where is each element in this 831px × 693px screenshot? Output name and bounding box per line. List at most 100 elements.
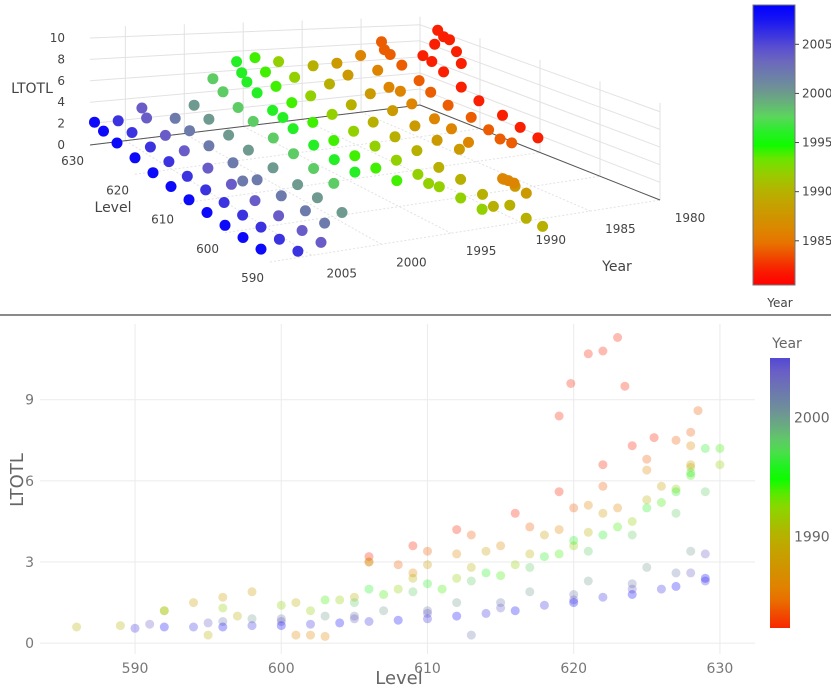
data-point-2004 [202, 162, 214, 174]
data-point-1984 [494, 133, 506, 145]
data-point-2008 [218, 622, 228, 632]
data-point-1982 [455, 81, 467, 93]
data-point-1988 [539, 530, 549, 540]
data-point-1984 [598, 481, 608, 491]
data-point-1992 [510, 560, 520, 570]
data-point-1988 [342, 69, 354, 81]
data-point-1998 [466, 576, 476, 586]
data-point-1984 [384, 49, 396, 60]
x-tick-label: 620 [560, 661, 587, 677]
data-point-1982 [613, 333, 623, 342]
data-point-1994 [437, 584, 447, 594]
data-point-1998 [232, 102, 244, 113]
data-point-1984 [483, 124, 495, 136]
data-point-1992 [390, 154, 402, 166]
data-point-1990 [291, 598, 301, 608]
data-point-1996 [364, 584, 374, 594]
data-point-2006 [144, 141, 156, 153]
data-point-1990 [642, 495, 652, 505]
data-point-2004 [686, 568, 696, 578]
data-point-1992 [452, 573, 462, 583]
x-axis-title: Level [375, 668, 423, 689]
year-tick-label: 1990 [535, 233, 566, 247]
data-point-2006 [423, 614, 432, 624]
x-tick-label: 610 [414, 661, 441, 677]
data-point-1990 [686, 462, 696, 472]
data-point-1996 [686, 468, 696, 478]
data-point-1994 [391, 175, 403, 187]
data-point-2002 [251, 174, 263, 186]
data-point-1984 [506, 137, 518, 149]
colorbar-tick-label: 2000 [802, 86, 831, 100]
data-point-1992 [627, 517, 637, 526]
data-point-2002 [227, 157, 239, 169]
data-point-2004 [136, 102, 148, 114]
data-point-1992 [476, 203, 488, 215]
data-point-1994 [249, 52, 261, 64]
level-tick-label: 600 [196, 242, 219, 256]
data-point-1998 [247, 115, 259, 127]
data-point-2006 [481, 608, 491, 618]
gridline [125, 140, 313, 256]
data-point-1998 [627, 530, 637, 540]
data-point-1998 [328, 177, 340, 189]
data-point-2002 [349, 611, 359, 621]
data-point-2004 [145, 619, 155, 629]
data-point-1984 [686, 427, 696, 437]
data-point-2002 [275, 190, 287, 202]
data-point-2008 [452, 611, 462, 621]
level-axis-title: Level [95, 200, 132, 216]
level-tick-label: 620 [106, 183, 129, 197]
gridline [179, 152, 541, 204]
y-tick-label: 9 [25, 393, 34, 409]
data-point-1984 [413, 75, 425, 87]
data-point-2000 [379, 606, 389, 616]
data-point-1996 [287, 123, 299, 135]
data-point-1992 [369, 140, 381, 152]
data-point-1998 [217, 86, 229, 98]
data-point-1988 [453, 143, 465, 155]
data-point-2004 [273, 210, 285, 222]
gridline [89, 40, 661, 130]
data-point-2006 [112, 115, 124, 127]
year-tick-label: 1985 [605, 222, 636, 236]
data-point-1994 [379, 590, 389, 599]
data-point-2008 [569, 598, 579, 608]
data-point-1982 [438, 66, 450, 78]
data-point-1998 [525, 562, 535, 572]
data-point-1990 [72, 622, 82, 632]
y-tick-label: 6 [25, 474, 34, 490]
data-point-1992 [433, 181, 445, 193]
data-point-1982 [426, 56, 438, 67]
data-point-1986 [452, 549, 462, 559]
data-point-1982 [532, 132, 544, 144]
data-point-1996 [267, 104, 279, 116]
level-tick-label: 610 [151, 213, 174, 227]
data-point-2008 [98, 125, 109, 137]
colorbar-title: Year [766, 296, 792, 310]
scatter2d-chart[interactable]: 590 600 610 620 630 0 3 6 9 Level LTOTL 1990 2000 Yea… [0, 316, 831, 693]
data-point-2002 [169, 112, 181, 124]
data-point-1986 [394, 85, 406, 97]
colorbar [770, 358, 790, 628]
data-point-1990 [504, 199, 516, 211]
data-point-1986 [583, 500, 593, 510]
scatter3d-chart[interactable]: 5906006106206301980198519901995200020050… [0, 0, 831, 314]
data-point-2004 [249, 195, 261, 207]
data-point-2006 [163, 156, 175, 168]
data-point-2006 [306, 619, 315, 629]
ltotl-tick-label: 0 [57, 138, 65, 152]
colorbar-tick-label: 2005 [802, 37, 831, 51]
data-point-2004 [700, 549, 710, 559]
data-point-2000 [320, 611, 330, 621]
data-point-2000 [583, 576, 593, 586]
gridline [89, 24, 661, 113]
data-point-2008 [255, 243, 267, 255]
data-point-2004 [315, 236, 327, 248]
data-point-2006 [656, 584, 666, 594]
year-tick-label: 1980 [675, 211, 706, 225]
data-point-1984 [442, 99, 454, 111]
data-point-1990 [159, 606, 169, 616]
ltotl-tick-label: 4 [57, 95, 65, 109]
colorbar [752, 4, 796, 286]
